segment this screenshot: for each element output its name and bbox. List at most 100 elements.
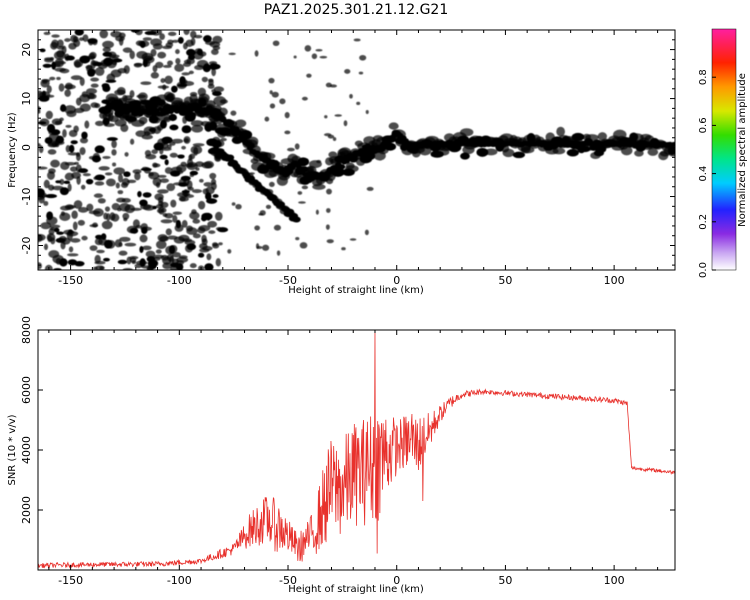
noise-speckle [142, 58, 148, 68]
noise-speckle [124, 204, 136, 214]
noise-speckle [155, 240, 167, 250]
noise-speckle [203, 182, 213, 187]
noise-speckle [159, 119, 167, 129]
noise-speckle [85, 178, 94, 185]
noise-speckle [183, 42, 188, 50]
noise-speckle [90, 83, 99, 88]
ridge-core [212, 107, 218, 114]
noise-speckle [78, 206, 89, 213]
x-tick-label: -150 [58, 274, 83, 287]
noise-speckle [42, 63, 52, 68]
ridge-halo [476, 147, 489, 157]
noise-speckle [315, 49, 323, 52]
noise-speckle [326, 188, 332, 195]
noise-speckle [111, 149, 117, 156]
noise-speckle [215, 258, 221, 267]
ridge-core [199, 102, 207, 107]
colorbar-tick-label: 0.2 [698, 214, 709, 230]
noise-speckle [167, 60, 174, 66]
noise-speckle [76, 176, 81, 185]
noise-speckle [106, 73, 116, 82]
noise-speckle [172, 39, 179, 43]
noise-speckle [117, 190, 124, 195]
noise-speckle [150, 71, 160, 79]
noise-speckle [206, 253, 212, 261]
noise-speckle [195, 161, 205, 168]
noise-speckle [334, 114, 342, 117]
noise-speckle [198, 200, 206, 210]
ridge-halo [213, 96, 227, 106]
noise-speckle [56, 49, 65, 58]
noise-speckle [86, 203, 94, 212]
noise-speckle [326, 239, 334, 244]
noise-speckle [92, 39, 98, 46]
noise-speckle [64, 161, 77, 166]
noise-speckle [94, 260, 106, 265]
noise-speckle [268, 181, 275, 187]
ridge-highlight [485, 142, 495, 145]
noise-speckle [174, 63, 185, 72]
ridge-halo [552, 147, 566, 155]
y-tick-label: 10 [20, 92, 33, 106]
ridge-halo [502, 148, 515, 158]
noise-speckle [276, 250, 281, 256]
noise-speckle [70, 34, 78, 43]
x-tick-label: 100 [604, 274, 625, 287]
noise-speckle [218, 242, 223, 246]
ridge-core [216, 110, 223, 117]
noise-speckle [151, 149, 158, 155]
noise-speckle [230, 110, 237, 116]
noise-speckle [97, 62, 108, 70]
noise-speckle [192, 233, 201, 239]
colorbar-tick-label: 0.0 [698, 262, 709, 278]
noise-speckle [75, 164, 82, 173]
noise-speckle [188, 70, 194, 75]
noise-speckle [181, 145, 186, 150]
noise-speckle [165, 245, 175, 255]
noise-speckle [201, 234, 207, 243]
noise-speckle [118, 173, 124, 183]
noise-speckle [159, 178, 169, 183]
noise-speckle [295, 237, 300, 241]
spectrogram-blobs [38, 30, 675, 270]
noise-speckle [139, 246, 144, 253]
noise-speckle [183, 79, 188, 84]
noise-speckle [81, 235, 88, 241]
ridge-halo [668, 149, 675, 157]
noise-speckle [64, 38, 71, 42]
noise-speckle [189, 263, 197, 269]
noise-speckle [89, 224, 99, 228]
noise-speckle [89, 245, 98, 251]
noise-speckle [170, 199, 177, 208]
noise-speckle [255, 243, 260, 250]
x-tick-label: -100 [167, 274, 192, 287]
noise-speckle [194, 48, 203, 55]
noise-speckle [52, 254, 64, 264]
noise-speckle [175, 219, 182, 229]
noise-speckle [177, 154, 185, 159]
noise-speckle [94, 181, 105, 186]
noise-speckle [269, 90, 273, 95]
noise-speckle [144, 57, 153, 61]
noise-speckle [157, 85, 170, 89]
colorbar-label: Normalized spectral amplitude [737, 73, 748, 227]
noise-speckle [209, 172, 217, 180]
noise-speckle [162, 64, 172, 68]
noise-speckle [208, 79, 214, 86]
noise-speckle [45, 110, 53, 120]
colorbar-ticks: 0.0 0.2 0.4 0.6 0.8 [698, 69, 716, 278]
noise-speckle [353, 38, 361, 42]
ridge-halo [234, 119, 247, 128]
noise-speckle [135, 40, 144, 46]
noise-speckle [72, 221, 78, 231]
noise-speckle [90, 102, 99, 108]
noise-speckle [98, 166, 110, 171]
noise-speckle [109, 212, 116, 221]
noise-speckle [132, 219, 140, 228]
noise-speckle [202, 188, 209, 195]
noise-speckle [210, 62, 217, 71]
noise-speckle [199, 178, 204, 183]
ridge-halo [138, 116, 148, 125]
noise-speckle [50, 159, 60, 168]
